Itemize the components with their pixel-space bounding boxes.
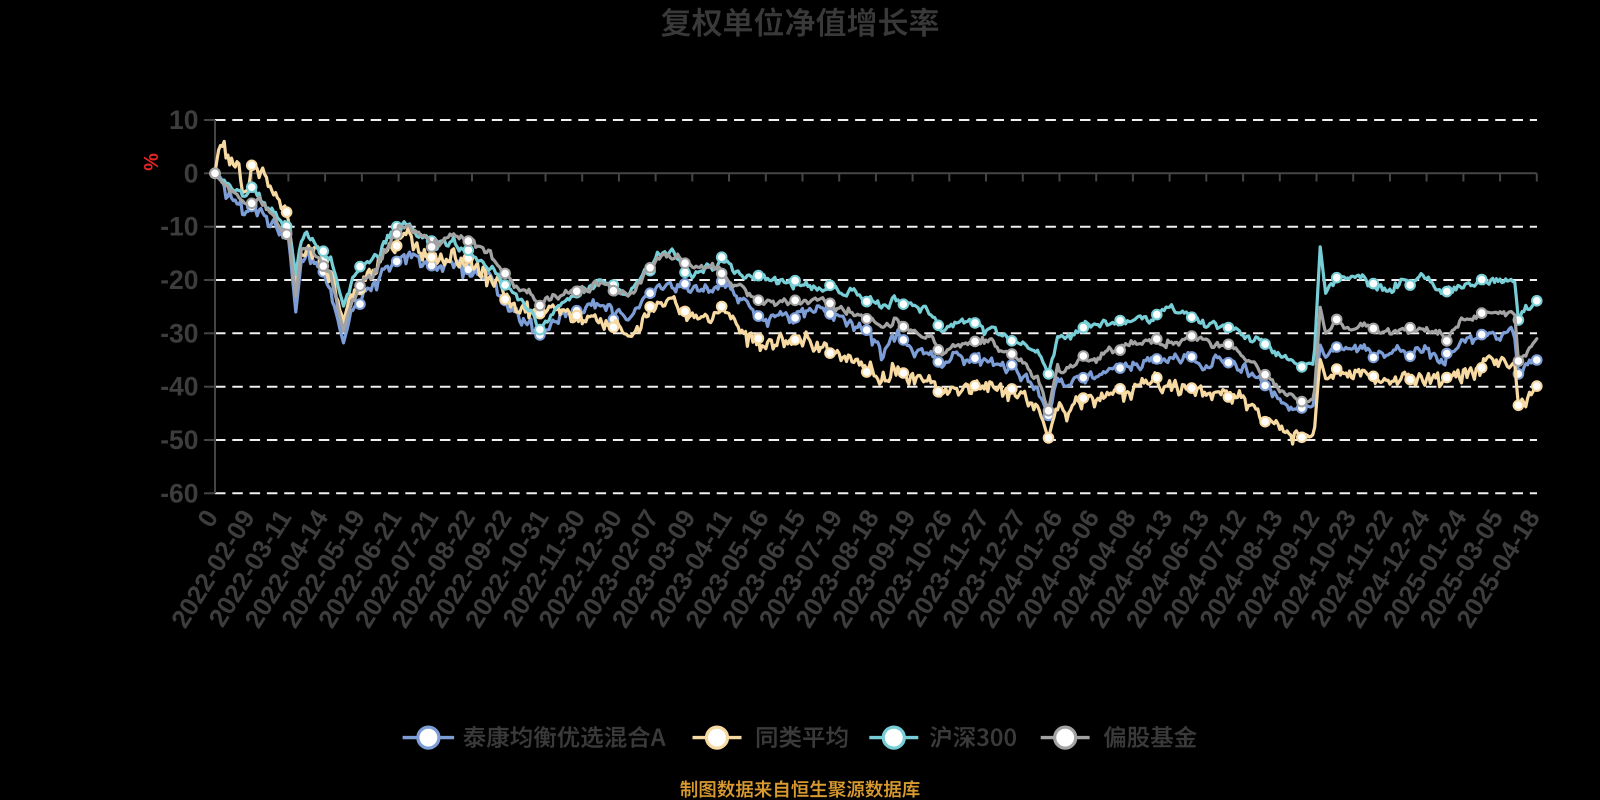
svg-text:-50: -50 bbox=[160, 425, 198, 455]
svg-text:-20: -20 bbox=[160, 265, 198, 295]
svg-text:-30: -30 bbox=[160, 318, 198, 348]
svg-text:10: 10 bbox=[169, 105, 198, 135]
svg-text:%: % bbox=[141, 153, 163, 171]
svg-text:-10: -10 bbox=[160, 212, 198, 242]
svg-text:-40: -40 bbox=[160, 372, 198, 402]
svg-text:-60: -60 bbox=[160, 478, 198, 508]
svg-text:0: 0 bbox=[184, 158, 199, 188]
